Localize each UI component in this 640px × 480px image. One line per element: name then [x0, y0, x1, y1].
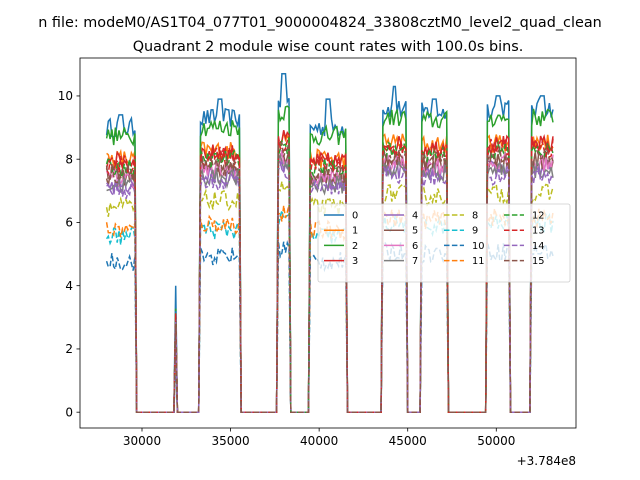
legend-label-9: 9 [472, 226, 478, 237]
legend-label-10: 10 [472, 241, 484, 252]
axes-frame [79, 57, 577, 429]
series-line-13 [105, 136, 554, 413]
legend-label-0: 0 [352, 211, 358, 222]
legend-label-6: 6 [412, 241, 418, 252]
legend-label-12: 12 [532, 211, 544, 222]
series-line-15 [105, 141, 554, 413]
x-tick-label: 40000 [300, 434, 338, 448]
y-tick-label: 10 [58, 89, 73, 103]
legend-label-8: 8 [472, 211, 478, 222]
x-tick-label: 45000 [389, 434, 427, 448]
figure-suptitle: n file: modeM0/AS1T04_077T01_9000004824_… [38, 15, 602, 31]
x-offset-label: +3.784e8 [517, 454, 576, 468]
y-tick-label: 4 [65, 279, 73, 293]
legend-label-13: 13 [532, 226, 544, 237]
x-tick-label: 35000 [211, 434, 249, 448]
legend-label-14: 14 [532, 241, 544, 252]
legend-box [317, 203, 571, 283]
legend-label-1: 1 [352, 226, 358, 237]
y-tick-label: 2 [65, 342, 73, 356]
legend-label-7: 7 [412, 256, 418, 267]
chart-title: Quadrant 2 module wise count rates with … [133, 39, 524, 55]
legend-label-3: 3 [352, 256, 358, 267]
legend-label-5: 5 [412, 226, 418, 237]
x-axis: 30000 35000 40000 45000 50000 [123, 428, 515, 448]
y-axis: 0 2 4 6 8 10 [58, 89, 80, 419]
y-tick-label: 6 [65, 216, 73, 230]
x-tick-label: 50000 [477, 434, 515, 448]
x-tick-label: 30000 [123, 434, 161, 448]
legend-label-11: 11 [472, 256, 484, 267]
y-tick-label: 8 [65, 152, 73, 166]
legend-label-4: 4 [412, 211, 418, 222]
y-tick-label: 0 [65, 405, 73, 419]
legend-label-15: 15 [532, 256, 544, 267]
legend-label-2: 2 [352, 241, 358, 252]
